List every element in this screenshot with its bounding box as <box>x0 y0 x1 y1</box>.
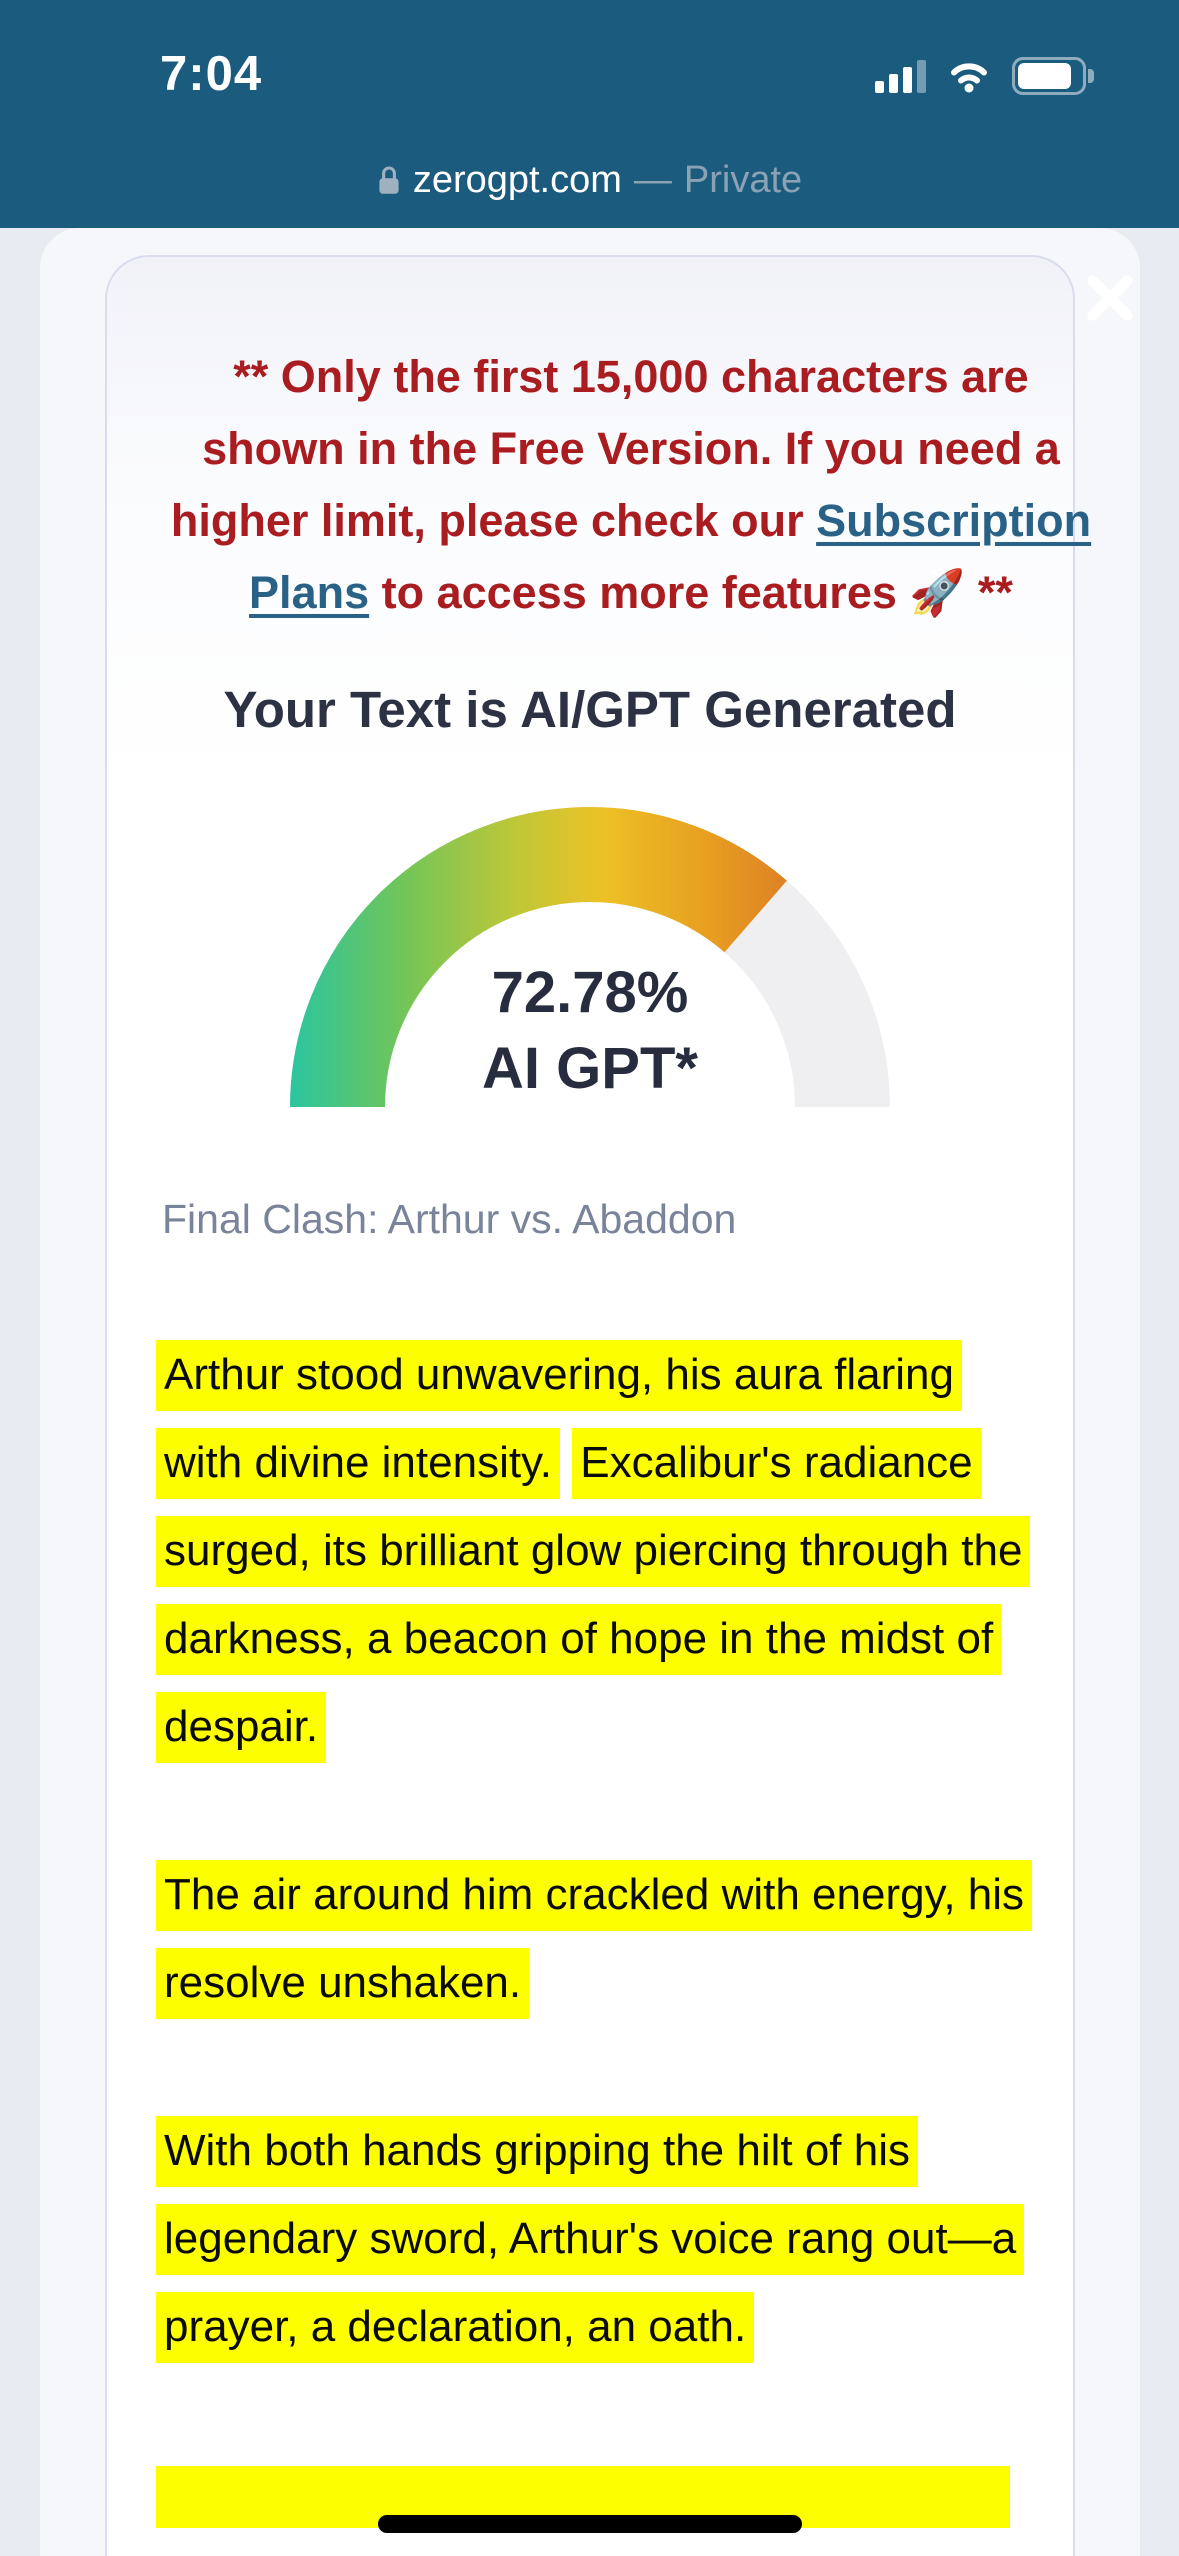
url-separator: — <box>633 158 672 201</box>
highlighted-sentence: The air around him crackled with energy,… <box>156 1860 1033 2019</box>
url-domain: zerogpt.com <box>412 158 622 201</box>
ai-percentage-gauge: 72.78% AI GPT* <box>280 797 900 1109</box>
gauge-value-arc <box>290 807 890 1108</box>
close-button[interactable] <box>1082 270 1138 326</box>
paragraph: Arthur stood unwavering, his aura flarin… <box>156 1331 1031 1771</box>
document-title: Final Clash: Arthur vs. Abaddon <box>162 1196 737 1242</box>
subscription-plans-link[interactable]: Subscription Plans <box>249 495 1092 618</box>
gauge-value: 72.78% <box>491 960 689 1025</box>
document-paragraphs: Arthur stood unwavering, his aura flarin… <box>156 1331 1033 2539</box>
status-icons <box>875 46 1102 106</box>
battery-icon <box>1012 56 1102 96</box>
paragraph: The air around him crackled with energy,… <box>156 1851 1033 2027</box>
browser-chrome: 7:04 zerogpt.com — Private <box>0 0 1179 228</box>
paragraph: With both hands gripping the hilt of his… <box>156 2107 1028 2371</box>
verdict-headline: Your Text is AI/GPT Generated <box>223 681 957 738</box>
lock-icon <box>379 166 399 194</box>
gauge-arc-svg <box>290 807 890 1108</box>
status-time: 7:04 <box>160 47 263 101</box>
result-modal: ** Only the first 15,000 characters are … <box>105 255 1091 2556</box>
notice-text-after: to access more features 🚀 ** <box>369 567 1013 618</box>
close-x-icon <box>1087 275 1133 321</box>
highlighted-sentence: With both hands gripping the hilt of his… <box>156 2116 1025 2363</box>
status-bar: 7:04 <box>0 40 1179 110</box>
privacy-label: Private <box>683 158 803 201</box>
notice-text-before: ** Only the first 15,000 characters are … <box>170 351 1060 546</box>
safari-url-bar[interactable]: zerogpt.com — Private <box>0 150 1179 210</box>
cellular-signal-icon <box>875 59 926 93</box>
free-version-notice: ** Only the first 15,000 characters are … <box>156 341 1106 629</box>
gauge-unit: AI GPT* <box>482 1036 698 1101</box>
wifi-icon <box>951 63 987 93</box>
home-indicator[interactable] <box>378 2515 802 2533</box>
gauge-labels: 72.78% AI GPT* <box>280 955 900 1107</box>
